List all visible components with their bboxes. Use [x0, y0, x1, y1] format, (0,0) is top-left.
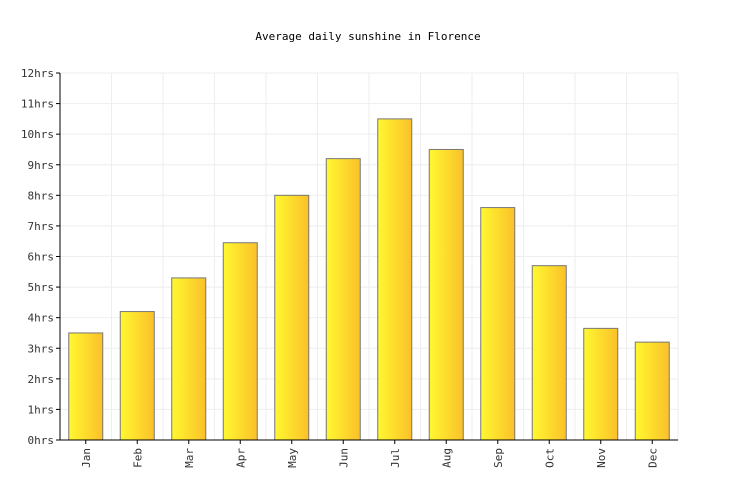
- y-tick-label: 1hrs: [28, 403, 55, 416]
- y-tick-label: 8hrs: [28, 189, 55, 202]
- bar-nov: [583, 327, 619, 441]
- y-tick-label: 2hrs: [28, 373, 55, 386]
- x-tick-label: Nov: [595, 448, 608, 468]
- x-tick-label: Sep: [492, 448, 505, 468]
- y-tick-label: 10hrs: [21, 128, 54, 141]
- y-tick-label: 5hrs: [28, 281, 55, 294]
- x-tick-label: Aug: [440, 448, 453, 468]
- x-tick-label: Jul: [389, 448, 402, 468]
- bar-sep: [480, 207, 516, 441]
- y-tick-label: 6hrs: [28, 251, 55, 264]
- bar-apr: [222, 242, 258, 441]
- y-tick-label: 7hrs: [28, 220, 55, 233]
- bar-aug: [428, 148, 464, 441]
- y-tick-label: 3hrs: [28, 342, 55, 355]
- x-tick-label: May: [286, 448, 299, 468]
- bar-mar: [171, 277, 207, 441]
- chart-title: Average daily sunshine in Florence: [255, 30, 481, 43]
- x-tick-label: Mar: [183, 448, 196, 468]
- y-tick-label: 12hrs: [21, 67, 54, 80]
- grid-layer: [60, 72, 679, 440]
- bar-jun: [325, 158, 361, 441]
- bar-oct: [531, 265, 567, 441]
- y-tick-label: 11hrs: [21, 98, 54, 111]
- x-tick-label: Feb: [131, 448, 144, 468]
- bar-jul: [377, 118, 413, 441]
- x-tick-label: Dec: [646, 448, 659, 468]
- x-tick-label: Oct: [543, 448, 556, 468]
- bar-jan: [68, 332, 104, 441]
- x-tick-label: Apr: [234, 448, 247, 468]
- bar-feb: [119, 311, 155, 441]
- y-tick-label: 4hrs: [28, 312, 55, 325]
- x-tick-label: Jan: [80, 448, 93, 468]
- bar-may: [274, 194, 310, 441]
- bar-dec: [634, 341, 670, 441]
- y-tick-label: 9hrs: [28, 159, 55, 172]
- axis-layer: 0hrs 1hrs 2hrs 3hrs 4hrs 5hrs 6hrs 7hrs 8hrs 9hrs…: [21, 67, 678, 468]
- y-tick-label: 0hrs: [28, 434, 55, 447]
- x-tick-label: Jun: [337, 448, 350, 468]
